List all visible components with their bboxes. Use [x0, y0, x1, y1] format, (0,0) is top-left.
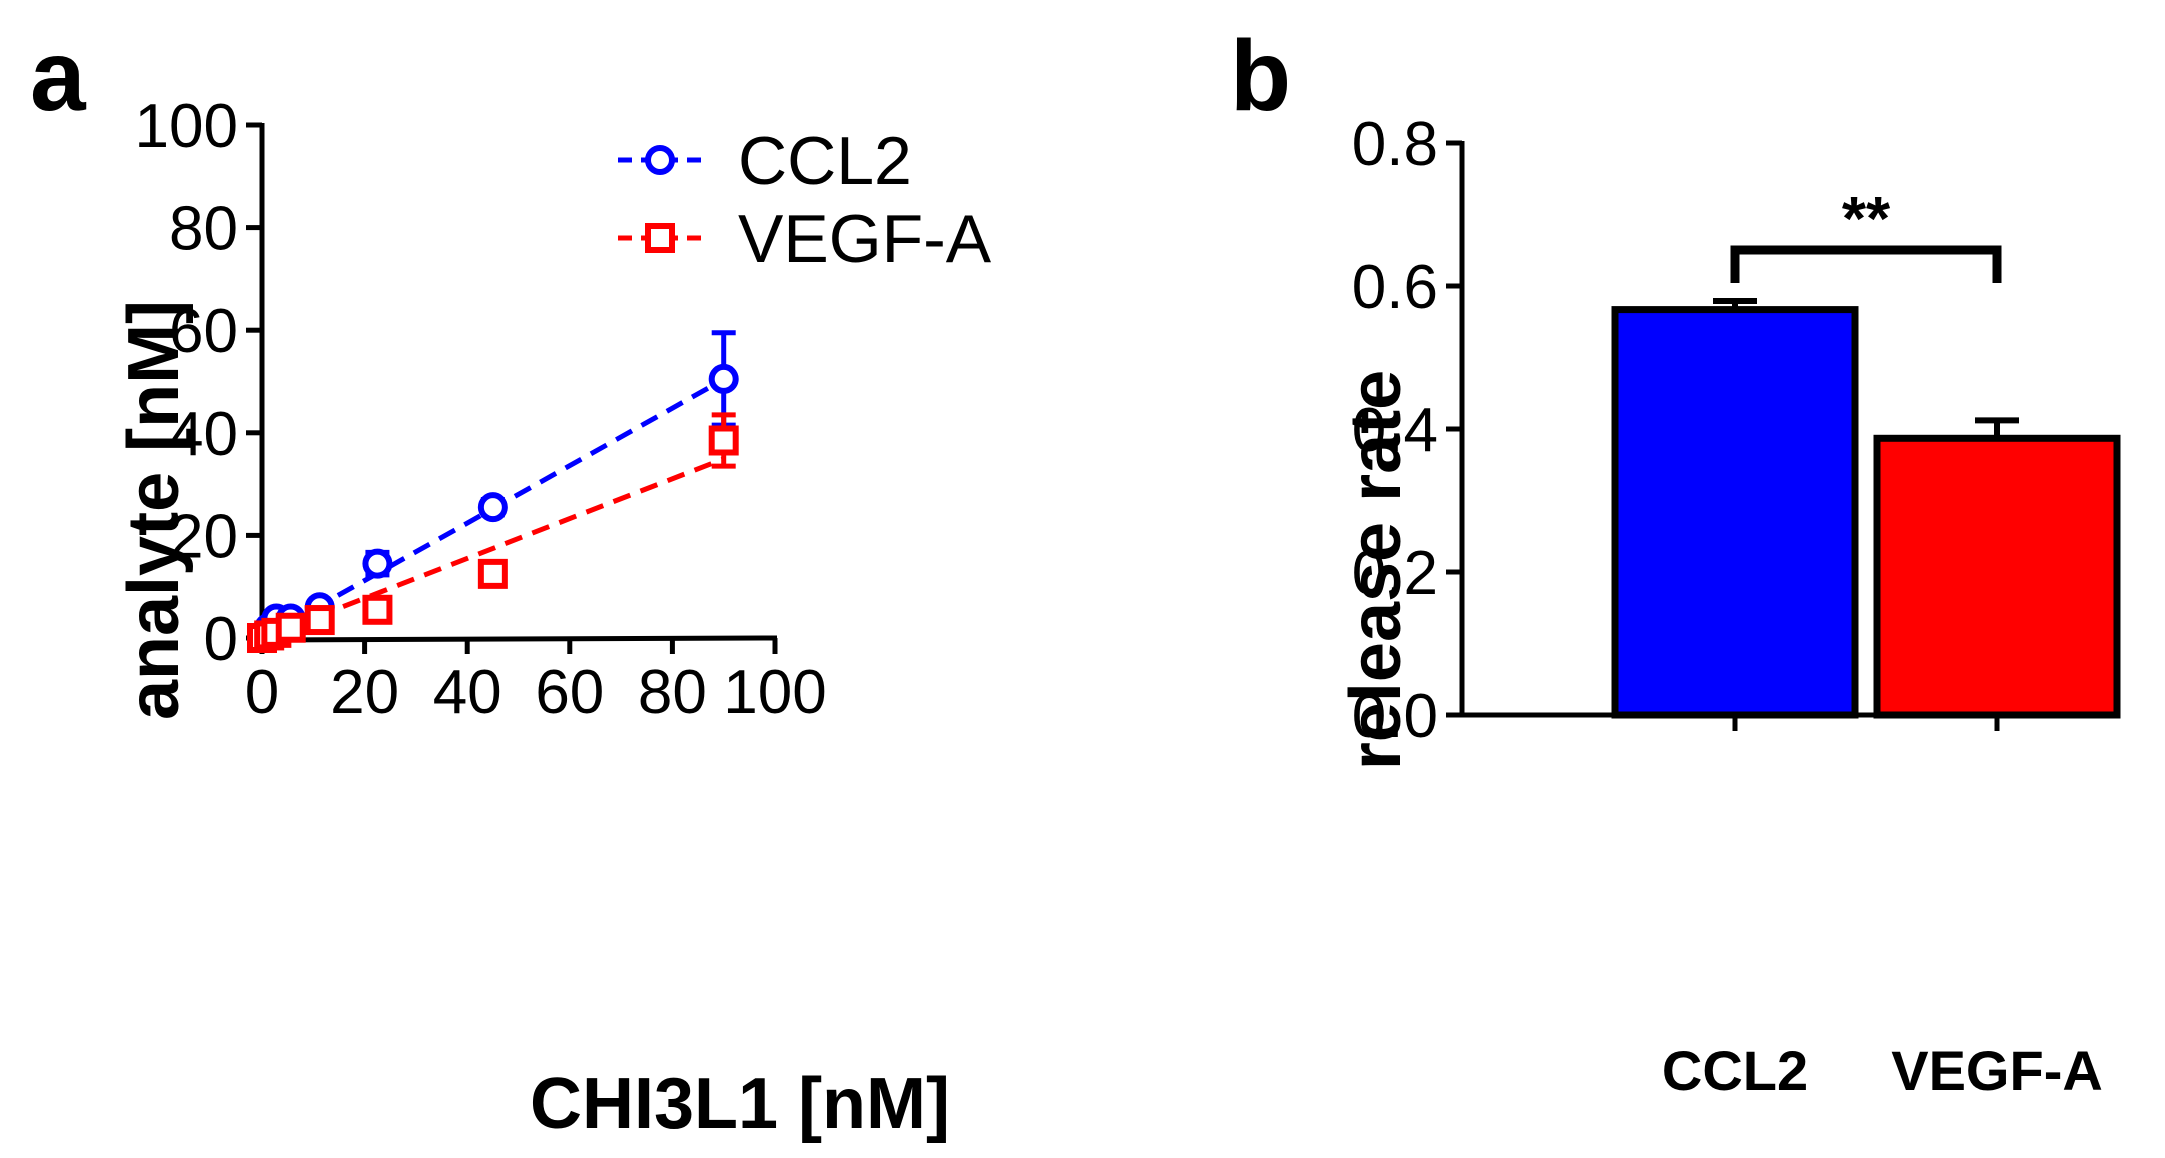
- panel-a-x-tick-label: 0: [245, 658, 279, 727]
- panel-b-y-tick-label: 0.6: [1352, 253, 1438, 322]
- panel-label-b: b: [1230, 20, 1291, 132]
- panel-a-x-tick-label: 20: [330, 658, 399, 727]
- panel-b-y-tick-label: 0.2: [1352, 539, 1438, 608]
- panel-label-a: a: [30, 20, 87, 132]
- panel-a-fit-line-vegf-a: [261, 456, 725, 641]
- panel-a-y-tick-label: 80: [169, 195, 238, 264]
- panel-a-y-axis-title: analyte [nM]: [114, 300, 194, 720]
- panel-a-point-vegf-a: [275, 612, 306, 643]
- panel-a-x-axis-title: CHI3L1 [nM]: [530, 1064, 950, 1144]
- panel-b-y-tick-label: 0.4: [1352, 396, 1438, 465]
- panel-b-bars: CCL2 VEGF-A: [1611, 298, 2121, 1102]
- panel-a-x-tick-label: 80: [638, 658, 707, 727]
- panel-b-y-tick-label: 0.8: [1352, 110, 1438, 179]
- panel-b-significance-bracket: **: [1730, 185, 2002, 283]
- panel-b-y-axis-title: release rate: [1336, 370, 1416, 770]
- panel-b-bar-chart: 0.0 0.2 0.4 0.6 0.8 CCL2 VEGF-A ** release ra…: [1336, 110, 2121, 1102]
- panel-b-bar-ccl2: [1611, 306, 1859, 719]
- panel-a-x-tick-label: 40: [433, 658, 502, 727]
- legend-marker-ccl2: [645, 145, 675, 175]
- panel-a-point-ccl2: [477, 492, 508, 523]
- significance-bracket-line: [1730, 245, 2002, 283]
- panel-a-point-vegf-a: [477, 558, 508, 589]
- panel-a-point-vegf-a: [304, 605, 335, 636]
- legend-label-ccl2: CCL2: [738, 123, 912, 199]
- panel-a-x-tick-label: 60: [535, 658, 604, 727]
- panel-a-y-tick-label: 100: [135, 92, 238, 161]
- significance-annotation: **: [1842, 185, 1891, 254]
- panel-a-x-tick-label: 100: [723, 658, 826, 727]
- panel-b-category-label: CCL2: [1662, 1039, 1808, 1102]
- panel-a-y-tick-label: 40: [169, 400, 238, 469]
- panel-b-bar-vegf-a: [1873, 434, 2121, 719]
- legend-marker-vegf-a: [645, 223, 675, 253]
- panel-a-y-tick-label: 60: [169, 297, 238, 366]
- panel-a-y-tick-label: 0: [204, 605, 238, 674]
- panel-b-category-label: VEGF-A: [1891, 1039, 2103, 1102]
- panel-b-axes: 0.0 0.2 0.4 0.6 0.8: [1352, 110, 2115, 751]
- panel-a-point-ccl2: [708, 363, 739, 394]
- panel-a-point-ccl2: [362, 548, 393, 579]
- panel-b-y-tick-label: 0.0: [1352, 682, 1438, 751]
- legend-label-vegf-a: VEGF-A: [738, 201, 992, 277]
- panel-a-data-points: [247, 330, 739, 653]
- panel-a-y-tick-label: 20: [169, 502, 238, 571]
- panel-a-point-vegf-a: [362, 594, 393, 625]
- panel-a-x-axis-line: [261, 635, 778, 643]
- panel-a-point-vegf-a: [708, 425, 739, 456]
